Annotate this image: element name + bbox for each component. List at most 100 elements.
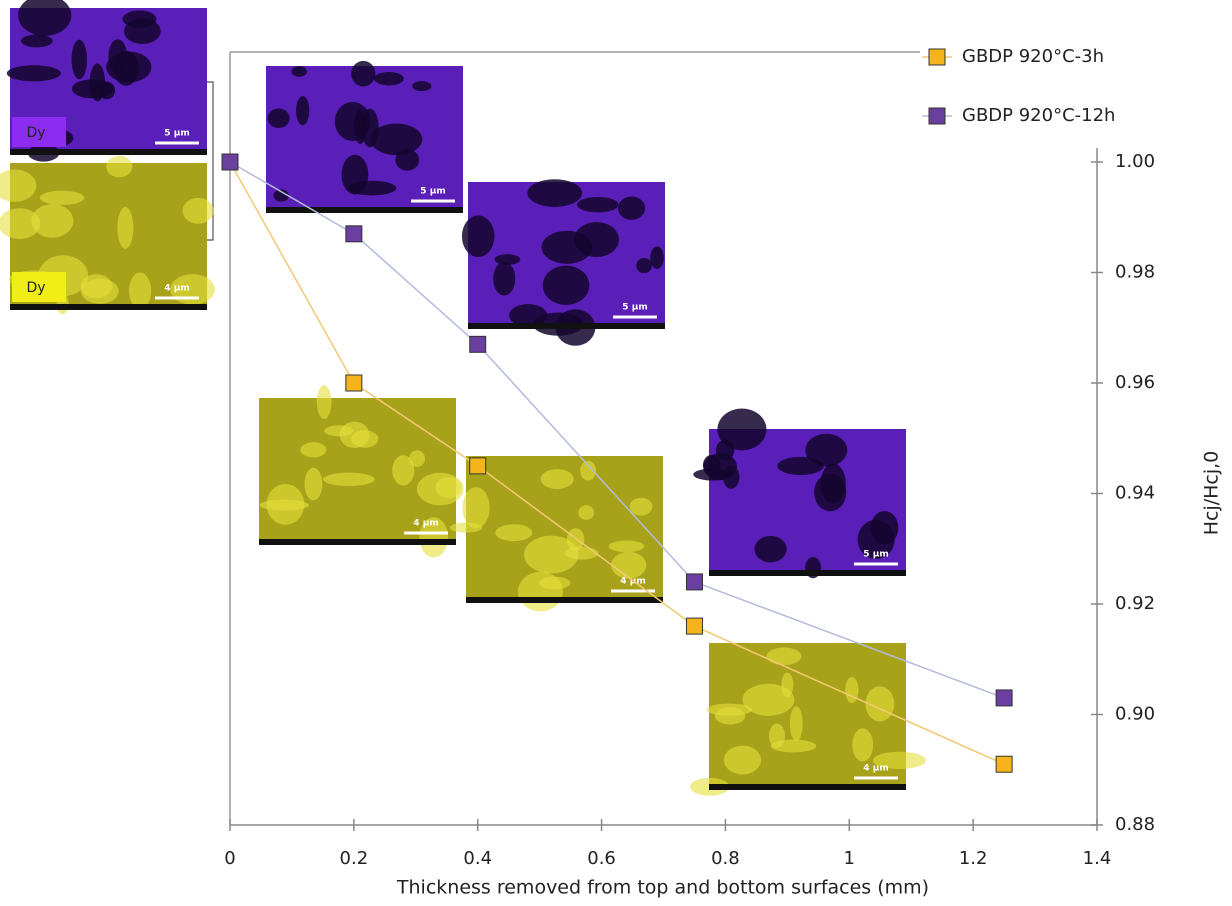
micrograph-grain [805,433,848,467]
x-tick-label: 0.8 [711,848,740,869]
micrograph-grain [541,230,593,264]
x-tick-label: 1.4 [1083,848,1112,869]
micrograph-grain [540,469,574,489]
micrograph: 5 µm Dy [6,0,207,162]
micrograph-grain [80,278,119,304]
micrograph-footer [259,539,456,545]
y-tick-label: 0.92 [1115,593,1155,614]
micrograph-grain [412,81,432,92]
micrograph-grain [527,179,583,207]
data-point [995,755,1013,773]
micrograph-grain [124,18,161,45]
micrograph-grain [267,108,290,129]
micrograph: 4 µm [449,456,663,612]
data-point [995,689,1013,707]
micrograph-grain [870,510,899,545]
micrograph-grain [0,169,37,202]
micrograph-grain [435,477,462,498]
micrograph-grain [493,261,516,296]
micrograph-grain [71,79,114,99]
element-box [12,272,66,302]
micrograph-footer [10,149,207,155]
micrograph-grain [341,154,369,195]
micrograph: 4 µm [259,385,464,558]
micrograph-grain [789,706,803,742]
micrograph-grain [777,456,824,476]
micrograph-grain [106,51,152,83]
micrograph-grain [524,535,579,574]
micrograph-grain [18,0,72,36]
scale-bar-label: 5 µm [622,303,647,313]
micrograph-grain [608,540,645,553]
micrograph-grain [717,408,767,451]
micrograph-grain [117,206,134,249]
scale-bar-label: 5 µm [420,187,445,197]
data-point [469,457,487,475]
micrograph-grain [0,208,41,239]
element-label: Dy [26,125,45,141]
y-axis-label: Hcj/Hcj,0 [1201,451,1223,536]
micrograph-grain [39,190,85,205]
x-tick-label: 0.2 [340,848,369,869]
data-point [221,153,239,171]
micrograph-grain [754,535,787,563]
x-tick-label: 0.6 [587,848,616,869]
data-point [685,573,703,591]
micrograph-grain [374,71,404,86]
micrograph-grain [611,551,647,579]
micrograph-footer [466,597,663,603]
x-tick-label: 1.2 [959,848,988,869]
x-tick-label: 0.4 [463,848,492,869]
micrograph-grain [706,703,752,716]
scale-bar-label: 4 µm [863,764,888,774]
legend-marker [928,107,946,125]
micrograph-grain [715,439,735,461]
micrograph-grain [542,265,590,305]
legend-label: GBDP 920°C-12h [962,105,1115,126]
element-label: Dy [26,280,45,296]
micrograph-grain [852,728,874,762]
micrograph-grain [814,473,847,512]
micrograph-grain [370,123,423,156]
micrograph-grain [766,647,802,666]
micrograph-grain [768,723,785,748]
micrograph-grain [538,576,571,590]
micrograph-grain [323,472,375,487]
y-tick-label: 0.96 [1115,372,1155,393]
micrograph-grain [722,465,740,489]
micrograph-grain [578,505,595,520]
micrograph-footer [709,784,906,790]
micrograph-grain [462,487,490,529]
micrograph-grain [291,66,308,77]
micrograph-grain [273,189,290,202]
micrograph-grain [845,677,859,703]
y-tick-label: 0.94 [1115,483,1155,504]
micrograph-grain [351,60,376,87]
micrograph-footer [10,304,207,310]
data-point [345,225,363,243]
y-tick-label: 0.98 [1115,262,1155,283]
scale-bar-label: 4 µm [413,519,438,529]
micrograph-grain [629,497,653,516]
micrograph-footer [266,207,463,213]
micrograph-grain [723,745,762,775]
micrograph: 5 µm [266,60,463,213]
data-point [469,335,487,353]
micrograph-grain [324,425,354,437]
y-tick-label: 0.90 [1115,704,1155,725]
micrograph-grain [392,455,415,486]
scale-bar-label: 4 µm [164,284,189,294]
micrograph-grain [106,155,133,178]
micrograph-grain [461,215,495,258]
micrograph-grain [494,254,521,265]
legend-label: GBDP 920°C-3h [962,46,1104,67]
element-box [12,117,66,147]
micrograph-grain [636,257,653,274]
scale-bar-label: 5 µm [164,129,189,139]
micrograph-grain [508,304,548,327]
data-point [345,374,363,392]
legend-marker [928,48,946,66]
micrograph-grain [31,204,74,238]
micrograph-grain [419,517,449,558]
